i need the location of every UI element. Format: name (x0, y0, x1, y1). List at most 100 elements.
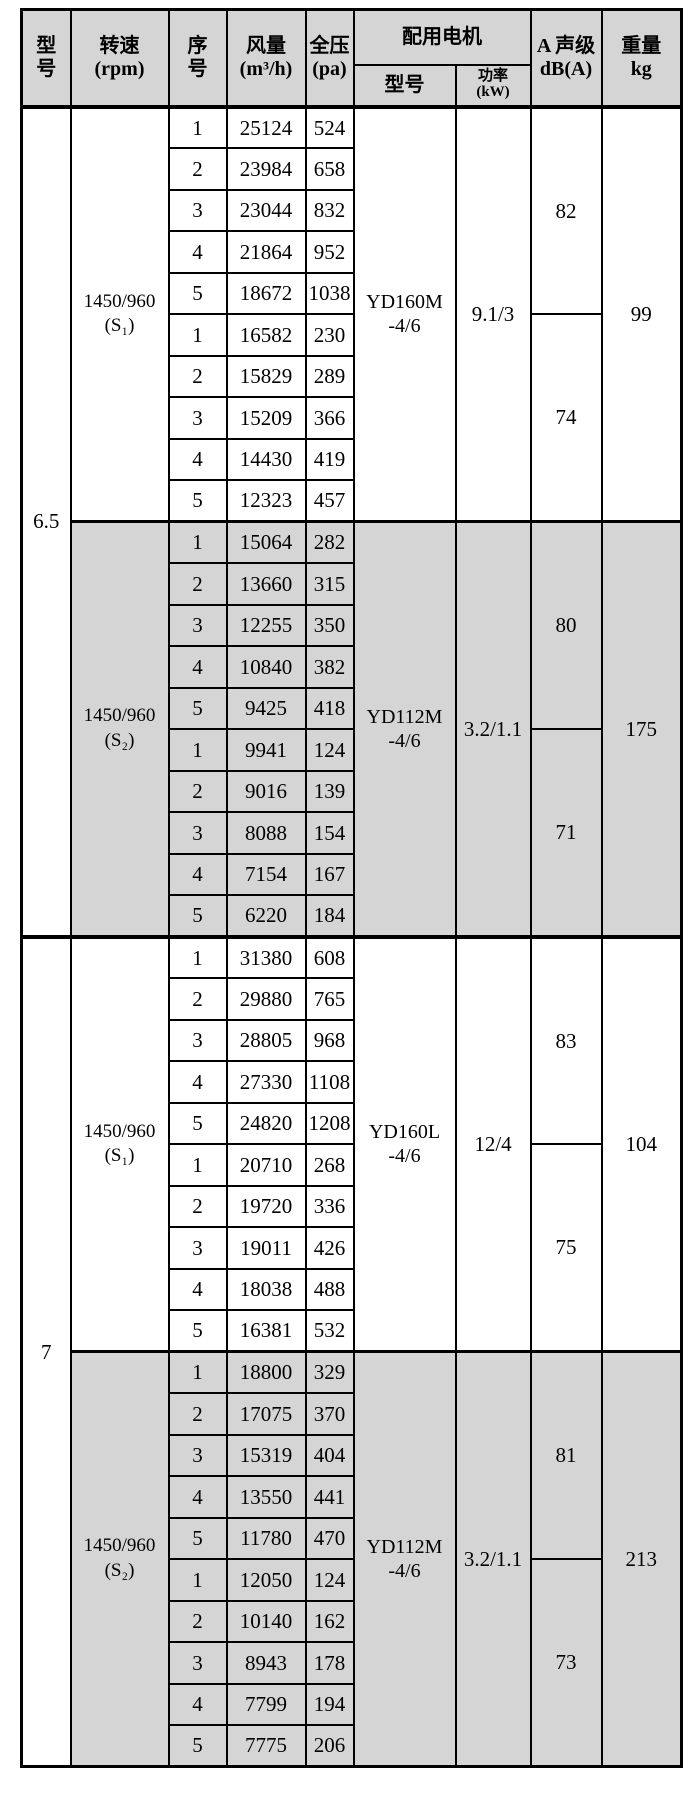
serial-cell: 2 (167, 1599, 228, 1643)
table-row: 1 12050 124 73 (22, 1558, 682, 1768)
motor-model-cell: YD112M -4/6 (352, 520, 457, 938)
pressure-cell: 470 (304, 1516, 355, 1560)
flow-cell: 15064 (225, 520, 307, 564)
flow-cell: 18038 (225, 1267, 307, 1311)
table-row: 5 9425 418 (22, 686, 682, 730)
noise-cell: 81 (529, 1350, 603, 1560)
header-speed: 转速 (rpm) (69, 8, 170, 108)
table-row: 1450/960 (S₂) 1 15064 282 YD112M -4/6 3.2/1.1… (22, 520, 683, 938)
flow-cell: 10840 (225, 645, 307, 689)
pressure-cell: 765 (304, 977, 355, 1021)
serial-cell: 1 (167, 1350, 228, 1394)
pressure-cell: 289 (304, 354, 355, 398)
speed-cell: 1450/960 (S₁) (69, 934, 170, 1353)
table-row: 3 23044 832 (22, 188, 682, 232)
serial-cell: 5 (167, 686, 228, 730)
table-row: 4 27330 1108 (22, 1060, 682, 1104)
flow-cell: 19011 (225, 1226, 307, 1270)
serial-cell: 1 (167, 1558, 228, 1602)
pressure-cell: 315 (304, 562, 355, 606)
serial-cell: 3 (167, 1433, 228, 1477)
pressure-cell: 1208 (304, 1101, 355, 1145)
table-row: 4 10840 382 (22, 645, 682, 689)
table-row: 2 19720 336 (22, 1184, 682, 1228)
serial-cell: 4 (167, 1475, 228, 1519)
pressure-cell: 418 (304, 686, 355, 730)
pressure-cell: 441 (304, 1475, 355, 1519)
serial-cell: 4 (167, 230, 228, 274)
noise-cell: 71 (529, 728, 603, 938)
table-row: 4 18038 488 (22, 1267, 682, 1311)
table-row: 2 15829 289 (22, 354, 682, 398)
serial-cell: 4 (167, 1060, 228, 1104)
table-row: 1 16582 230 74 (22, 313, 682, 523)
flow-cell: 25124 (225, 104, 307, 149)
pressure-cell: 1108 (304, 1060, 355, 1104)
serial-cell: 4 (167, 645, 228, 689)
serial-cell: 4 (167, 1682, 228, 1726)
header-pressure: 全压 (pa) (304, 8, 355, 108)
flow-cell: 18672 (225, 271, 307, 315)
table-row: 5 7775 206 (22, 1724, 682, 1768)
motor-model-cell: YD160M -4/6 (352, 104, 457, 523)
flow-cell: 19720 (225, 1184, 307, 1228)
pressure-cell: 124 (304, 1558, 355, 1602)
serial-cell: 3 (167, 811, 228, 855)
pressure-cell: 524 (304, 104, 355, 149)
serial-cell: 5 (167, 271, 228, 315)
serial-cell: 1 (167, 1143, 228, 1187)
serial-cell: 1 (167, 934, 228, 979)
flow-cell: 20710 (225, 1143, 307, 1187)
model-cell: 6.5 (20, 104, 72, 938)
table-row: 2 10140 162 (22, 1599, 682, 1643)
table-row: 4 14430 419 (22, 437, 682, 481)
flow-cell: 7799 (225, 1682, 307, 1726)
speed-cell: 1450/960 (S₁) (69, 104, 170, 523)
serial-cell: 5 (167, 1724, 228, 1768)
serial-cell: 4 (167, 1267, 228, 1311)
table-row: 4 7154 167 (22, 852, 682, 896)
table-row: 3 12255 350 (22, 603, 682, 647)
serial-cell: 2 (167, 147, 228, 191)
flow-cell: 16582 (225, 313, 307, 357)
noise-cell: 83 (529, 934, 603, 1145)
serial-cell: 1 (167, 104, 228, 149)
serial-cell: 5 (167, 1516, 228, 1560)
flow-cell: 9016 (225, 769, 307, 813)
pressure-cell: 457 (304, 479, 355, 523)
serial-cell: 5 (167, 894, 228, 938)
motor-model-cell: YD112M -4/6 (352, 1350, 457, 1768)
flow-cell: 31380 (225, 934, 307, 979)
table-row: 5 24820 1208 (22, 1101, 682, 1145)
pressure-cell: 968 (304, 1018, 355, 1062)
serial-cell: 3 (167, 188, 228, 232)
motor-power-cell: 12/4 (454, 934, 532, 1353)
pressure-cell: 167 (304, 852, 355, 896)
serial-cell: 1 (167, 520, 228, 564)
pressure-cell: 162 (304, 1599, 355, 1643)
flow-cell: 15319 (225, 1433, 307, 1477)
weight-cell: 175 (600, 520, 683, 938)
serial-cell: 3 (167, 396, 228, 440)
motor-power-cell: 3.2/1.1 (454, 520, 532, 938)
table-row: 3 8943 178 (22, 1641, 682, 1685)
serial-cell: 5 (167, 1309, 228, 1353)
header-weight: 重量 kg (600, 8, 683, 108)
pressure-cell: 404 (304, 1433, 355, 1477)
weight-cell: 104 (600, 934, 683, 1353)
flow-cell: 12255 (225, 603, 307, 647)
pressure-cell: 658 (304, 147, 355, 191)
pressure-cell: 154 (304, 811, 355, 855)
table-row: 2 9016 139 (22, 769, 682, 813)
pressure-cell: 1038 (304, 271, 355, 315)
header-motor-power: 功率 (kW) (454, 63, 532, 108)
serial-cell: 3 (167, 1641, 228, 1685)
serial-cell: 3 (167, 1226, 228, 1270)
flow-cell: 21864 (225, 230, 307, 274)
serial-cell: 2 (167, 1392, 228, 1436)
pressure-cell: 206 (304, 1724, 355, 1768)
table-row: 3 15209 366 (22, 396, 682, 440)
table-row: 2 17075 370 (22, 1392, 682, 1436)
flow-cell: 9941 (225, 728, 307, 772)
